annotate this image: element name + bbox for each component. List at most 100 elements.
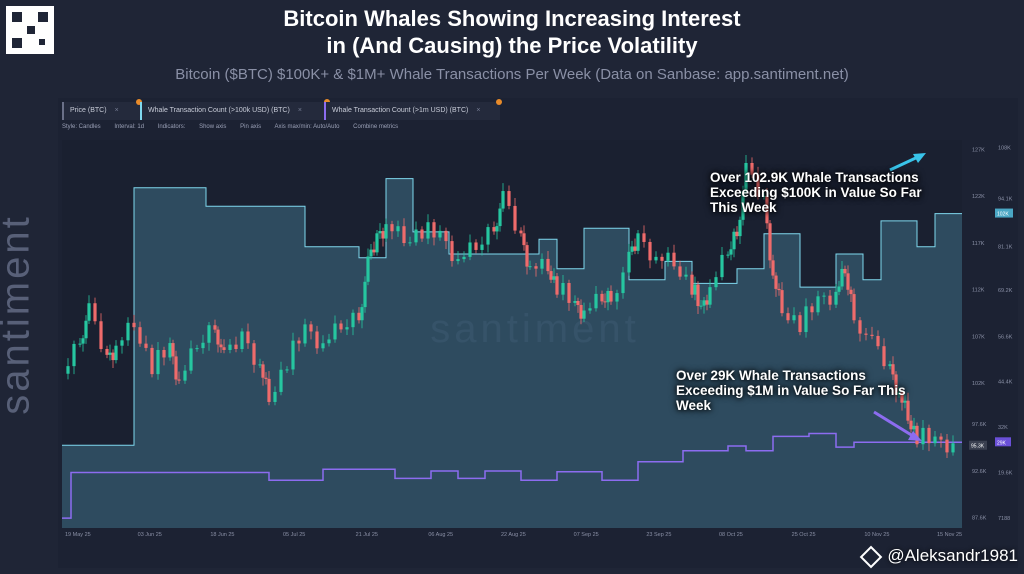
price-candle [774, 275, 778, 289]
price-candle [144, 343, 148, 348]
price-candle [822, 295, 826, 297]
price-candle [432, 222, 436, 238]
pin-axis-toggle[interactable]: Pin axis [240, 124, 262, 130]
interval-select[interactable]: Interval: 1d [114, 124, 145, 130]
price-candle [549, 271, 553, 280]
show-axis-toggle[interactable]: Show axis [199, 124, 227, 130]
price-candle [837, 286, 841, 292]
whale-axis-tick: 32K [998, 425, 1008, 431]
price-candle [498, 208, 502, 227]
whale-100k-label: 102K [997, 212, 1009, 218]
price-candle [126, 322, 130, 341]
binance-logo-icon [860, 545, 883, 568]
price-candle [369, 249, 373, 257]
price-candle [171, 343, 175, 357]
price-candle [84, 320, 88, 339]
price-candle [843, 268, 847, 274]
price-candle [633, 246, 637, 251]
price-candle [216, 329, 220, 345]
price-candle [486, 227, 490, 245]
price-candle [426, 222, 430, 239]
chart-subtitle: Bitcoin ($BTC) $100K+ & $1M+ Whale Trans… [175, 66, 849, 83]
axis-minmax-select[interactable]: Axis max/min: Auto/Auto [274, 124, 340, 130]
arrow-1m-head [908, 431, 922, 441]
price-candle [339, 323, 343, 330]
price-candle [897, 392, 901, 395]
price-candle [621, 272, 625, 294]
price-candle [357, 312, 361, 321]
x-axis-tick: 08 Oct 25 [719, 532, 743, 538]
arrow-100k-head [913, 153, 926, 163]
close-icon[interactable]: × [114, 107, 119, 114]
price-candle [615, 293, 619, 302]
price-candle [150, 347, 154, 375]
price-candle [384, 224, 388, 239]
whale-axis-tick: 94.1K [998, 196, 1013, 202]
price-candle [546, 258, 550, 272]
price-candle [333, 323, 337, 340]
price-candle [891, 364, 895, 375]
x-axis-tick: 06 Aug 25 [428, 532, 453, 538]
close-icon[interactable]: × [297, 107, 302, 114]
price-candle [120, 340, 124, 346]
price-candle [168, 343, 172, 358]
price-candle [765, 195, 769, 224]
price-candle [93, 303, 97, 322]
price-candle [309, 324, 313, 332]
price-candle [240, 331, 244, 349]
price-candle [273, 391, 277, 402]
price-candle [699, 305, 703, 307]
chart-title-line2: in (And Causing) the Price Volatility [326, 33, 698, 58]
price-candle [933, 436, 937, 444]
price-candle [576, 300, 580, 305]
price-candle [678, 266, 682, 277]
alert-dot-icon [136, 99, 142, 105]
price-candle [816, 296, 820, 313]
price-candle [849, 289, 853, 295]
price-candle [315, 331, 319, 349]
price-axis-tick: 92.6K [972, 469, 987, 475]
price-candle [201, 342, 205, 349]
tab-whale-100k[interactable]: Whale Transaction Count (>100k USD) (BTC… [140, 99, 330, 120]
price-candle [345, 327, 349, 330]
price-candle [468, 242, 472, 257]
price-candle [195, 348, 199, 350]
combine-metrics-button[interactable]: Combine metrics [353, 124, 399, 130]
price-candle [381, 231, 385, 239]
price-candle [228, 344, 232, 350]
price-candle [870, 334, 874, 336]
x-axis-tick: 22 Aug 25 [501, 532, 526, 538]
whale-100k-badge [995, 208, 1013, 218]
tab-whale-1m[interactable]: Whale Transaction Count (>1m USD) (BTC) × [324, 99, 502, 120]
price-candle [261, 364, 265, 378]
price-candle [627, 251, 631, 273]
close-icon[interactable]: × [476, 107, 481, 114]
whale-1m-line [62, 432, 962, 519]
price-candle [882, 346, 886, 367]
price-candle [321, 343, 325, 349]
indicators-menu[interactable]: Indicators: [157, 124, 186, 130]
price-candle [636, 233, 640, 251]
price-candle [264, 377, 268, 379]
x-axis-tick: 18 Jun 25 [210, 532, 234, 538]
chart-toolbar: Style: Candles Interval: 1d Indicators: … [62, 124, 410, 130]
price-candle [945, 439, 949, 453]
price-candle [420, 229, 424, 239]
style-select[interactable]: Style: Candles [62, 124, 101, 130]
price-candle [222, 347, 226, 350]
price-candle [834, 291, 838, 305]
price-candle [105, 348, 109, 355]
whale-1m-badge [995, 437, 1011, 447]
price-candle [666, 252, 670, 261]
qr-code [6, 6, 54, 54]
price-candle [756, 174, 760, 197]
price-candle [951, 443, 955, 453]
tab-price[interactable]: Price (BTC) × [62, 99, 142, 120]
price-candle [804, 306, 808, 333]
arrow-1m [873, 410, 914, 438]
price-candle [495, 226, 499, 232]
whale-axis-tick: 81.1K [998, 244, 1013, 250]
price-candle [690, 274, 694, 295]
price-candle [594, 293, 598, 309]
